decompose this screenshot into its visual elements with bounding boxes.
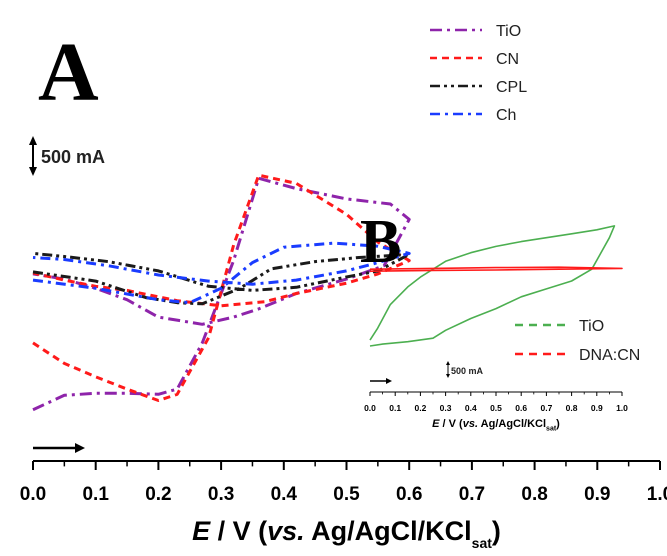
panel-b-x-axis-title: E / V (vs. Ag/AgCl/KClsat) [432,418,560,432]
panel-a-x-tick-label: 1.0 [647,484,667,505]
panel-a-legend-label-cn: CN [496,51,519,68]
panel-b-x-tick-label: 1.0 [616,403,628,413]
panel-a-series-tio-line [32,176,411,412]
panel-a-x-tick-label: 0.8 [521,484,547,505]
panel-a-legend-label-ch: Ch [496,107,516,124]
panel-a-x-tick-label: 0.7 [459,484,485,505]
panel-b-series-tio-line [369,225,616,347]
panel-a-scale-bar: 500 mA [29,136,105,176]
panel-b-curves [369,225,623,347]
panel-b-legend: TiO DNA:CN [515,318,640,364]
panel-a-x-tick-label: 0.1 [82,484,109,505]
panel-a-x-tick-label: 0.2 [145,484,171,505]
panel-a-x-tick-label: 0.6 [396,484,422,505]
panel-a-scale-bar-label: 500 mA [41,147,105,167]
panel-a-series-cn-line [32,173,411,402]
panel-a-legend-label-cpl: CPL [496,79,527,96]
panel-b-scale-bar-label: 500 mA [451,366,484,376]
panel-a-legend: TiO CN CPL Ch [430,23,527,124]
panel-a-series-ch-line [32,241,411,305]
panel-a-x-tick-label: 0.0 [20,484,46,505]
panel-b-x-tick-label: 0.3 [440,403,452,413]
panel-b-series-dna-cn-line [369,266,623,272]
panel-a-curves [32,173,411,412]
panel-a-legend-label-tio: TiO [496,23,521,40]
panel-b-x-tick-label: 0.0 [364,403,376,413]
panel-b-legend-label-dna-cn: DNA:CN [579,347,640,364]
panel-a-x-tick-label: 0.4 [271,484,298,505]
panel-b-scale-bar: 500 mA [446,361,484,378]
panel-b-x-tick-label: 0.2 [414,403,426,413]
panel-b-x-tick-label: 0.6 [515,403,527,413]
panel-a-x-tick-label: 0.9 [584,484,610,505]
panel-b-x-tick-label: 0.4 [465,403,477,413]
panel-b-sweep-arrow [370,378,392,384]
panel-b-legend-label-tio: TiO [579,318,604,335]
panel-b-x-tick-label: 0.5 [490,403,502,413]
panel-a-x-axis-title: E / V (vs. Ag/AgCl/KClsat) [192,516,501,551]
panel-b-x-tick-label: 0.8 [566,403,578,413]
panel-b-x-axis: 0.0 0.1 0.2 0.3 0.4 0.5 0.6 0.7 0.8 0.9 1.0 E / V (… [364,391,628,432]
panel-b-letter: B [360,208,401,276]
panel-a-x-tick-label: 0.5 [333,484,360,505]
panel-b-x-tick-label: 0.7 [540,403,552,413]
panel-a-x-axis: 0.0 0.1 0.2 0.3 0.4 0.5 0.6 0.7 0.8 0.9 1.0 E / V (… [20,460,667,551]
panel-b-x-tick-label: 0.1 [389,403,401,413]
panel-b-x-tick-label: 0.9 [591,403,603,413]
panel-a-sweep-arrow [33,443,85,453]
panel-a-x-tick-label: 0.3 [208,484,234,505]
panel-a-letter: A [38,26,99,119]
